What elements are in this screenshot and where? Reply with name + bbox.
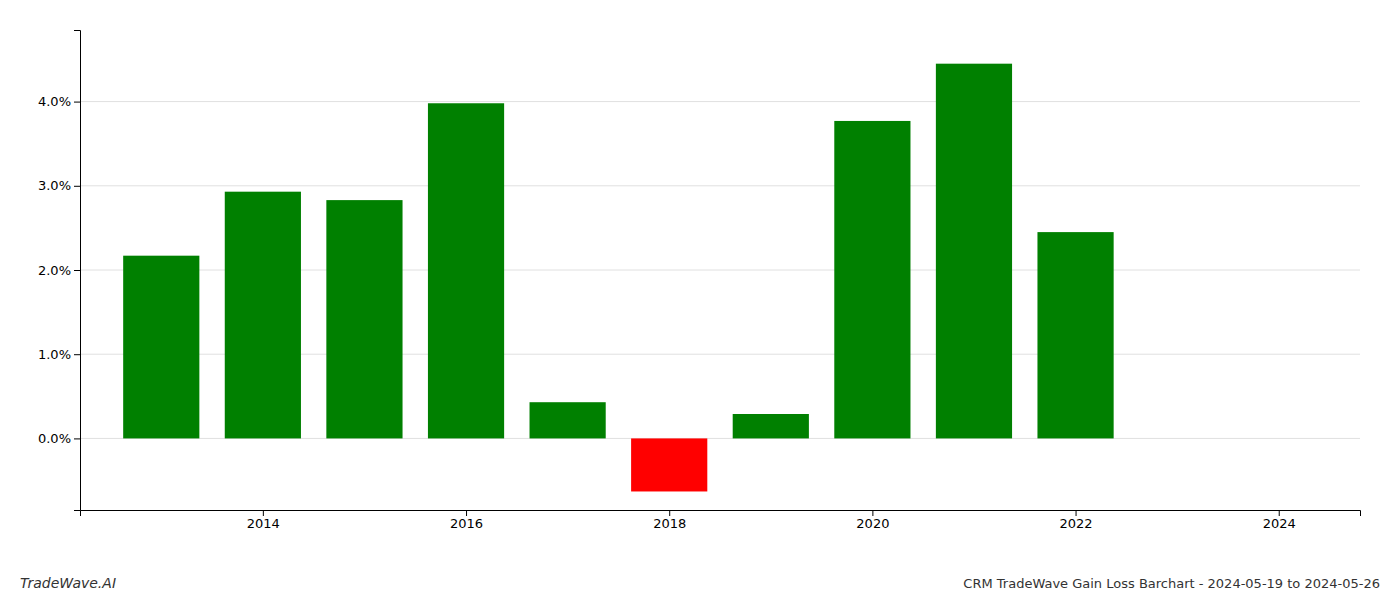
y-tick: 0.0% — [38, 431, 80, 446]
x-tick-mark — [872, 510, 873, 516]
title: CRM TradeWave Gain Loss Barchart - 2024-… — [963, 576, 1380, 591]
x-tick-mark — [466, 510, 467, 516]
bar — [225, 192, 301, 439]
x-tick: 2020 — [856, 510, 889, 531]
y-tick-mark — [74, 186, 80, 187]
y-tick-mark — [74, 102, 80, 103]
y-tick-mark — [74, 270, 80, 271]
y-tick-label: 2.0% — [38, 263, 71, 278]
x-tick: 2022 — [1060, 510, 1093, 531]
x-tick-mark — [263, 510, 264, 516]
y-tick: 3.0% — [38, 178, 80, 193]
x-tick-mark — [1076, 510, 1077, 516]
x-tick-mark — [669, 510, 670, 516]
bars — [123, 64, 1113, 492]
x-tick-label: 2018 — [653, 516, 686, 531]
y-tick-mark — [74, 438, 80, 439]
y-tick: 1.0% — [38, 347, 80, 362]
bar — [428, 103, 504, 438]
x-axis-line — [81, 511, 1361, 517]
bar — [631, 438, 707, 491]
x-tick-mark — [1279, 510, 1280, 516]
y-tick-mark — [74, 354, 80, 355]
plot-area: 2014 2016 2018 2020 2022 2024 0.0% 1.0% 2.0% 3.0%… — [38, 31, 1361, 532]
x-tick-label: 2022 — [1060, 516, 1093, 531]
bar — [326, 200, 402, 438]
bar — [530, 402, 606, 438]
grid-line — [80, 185, 1360, 186]
y-tick: 4.0% — [38, 94, 80, 109]
y-axis-line — [74, 31, 81, 511]
grid — [80, 102, 1360, 439]
x-axis: 2014 2016 2018 2020 2022 2024 — [81, 510, 1361, 531]
y-tick-label: 1.0% — [38, 347, 71, 362]
x-tick-label: 2016 — [450, 516, 483, 531]
x-tick-label: 2014 — [247, 516, 280, 531]
y-tick-label: 4.0% — [38, 94, 71, 109]
bar — [834, 121, 910, 438]
x-tick: 2016 — [450, 510, 483, 531]
bar — [123, 256, 199, 439]
grid-line — [80, 101, 1360, 102]
x-tick-label: 2024 — [1263, 516, 1296, 531]
bar — [733, 414, 809, 438]
x-tick: 2024 — [1263, 510, 1296, 531]
y-tick: 2.0% — [38, 263, 80, 278]
y-tick-label: 0.0% — [38, 431, 71, 446]
chart-svg: 2014 2016 2018 2020 2022 2024 0.0% 1.0% 2.0% 3.0%… — [0, 0, 1400, 600]
bar — [1037, 232, 1113, 438]
watermark: TradeWave.AI — [20, 575, 116, 591]
y-tick-label: 3.0% — [38, 178, 71, 193]
bar — [936, 64, 1012, 439]
x-tick: 2018 — [653, 510, 686, 531]
y-axis: 0.0% 1.0% 2.0% 3.0% 4.0% — [38, 31, 81, 511]
x-tick: 2014 — [247, 510, 280, 531]
x-tick-label: 2020 — [856, 516, 889, 531]
